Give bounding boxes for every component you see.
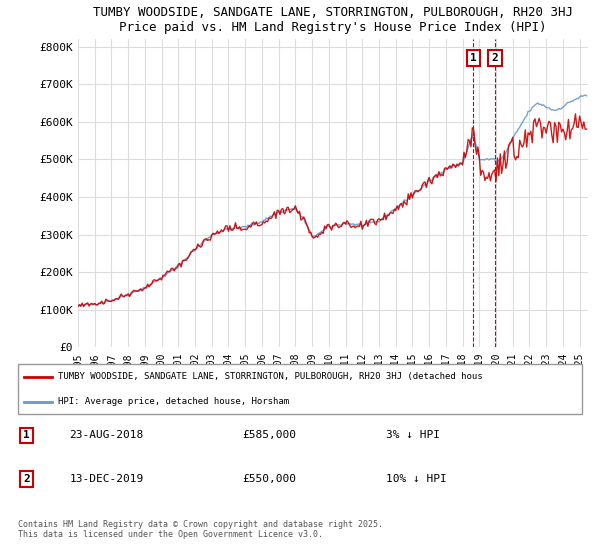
Title: TUMBY WOODSIDE, SANDGATE LANE, STORRINGTON, PULBOROUGH, RH20 3HJ
Price paid vs. : TUMBY WOODSIDE, SANDGATE LANE, STORRINGT… [93,6,573,34]
Text: TUMBY WOODSIDE, SANDGATE LANE, STORRINGTON, PULBOROUGH, RH20 3HJ (detached hous: TUMBY WOODSIDE, SANDGATE LANE, STORRINGT… [58,372,483,381]
Text: 1: 1 [23,430,30,440]
Text: 2: 2 [492,53,499,63]
Text: 23-AUG-2018: 23-AUG-2018 [70,430,144,440]
Text: 3% ↓ HPI: 3% ↓ HPI [386,430,440,440]
Text: 13-DEC-2019: 13-DEC-2019 [70,474,144,484]
Text: 1: 1 [470,53,477,63]
Text: £585,000: £585,000 [242,430,296,440]
FancyBboxPatch shape [18,364,582,414]
Text: HPI: Average price, detached house, Horsham: HPI: Average price, detached house, Hors… [58,397,289,406]
Text: 2: 2 [23,474,30,484]
Text: 10% ↓ HPI: 10% ↓ HPI [386,474,447,484]
Text: £550,000: £550,000 [242,474,296,484]
Text: Contains HM Land Registry data © Crown copyright and database right 2025.
This d: Contains HM Land Registry data © Crown c… [18,520,383,539]
